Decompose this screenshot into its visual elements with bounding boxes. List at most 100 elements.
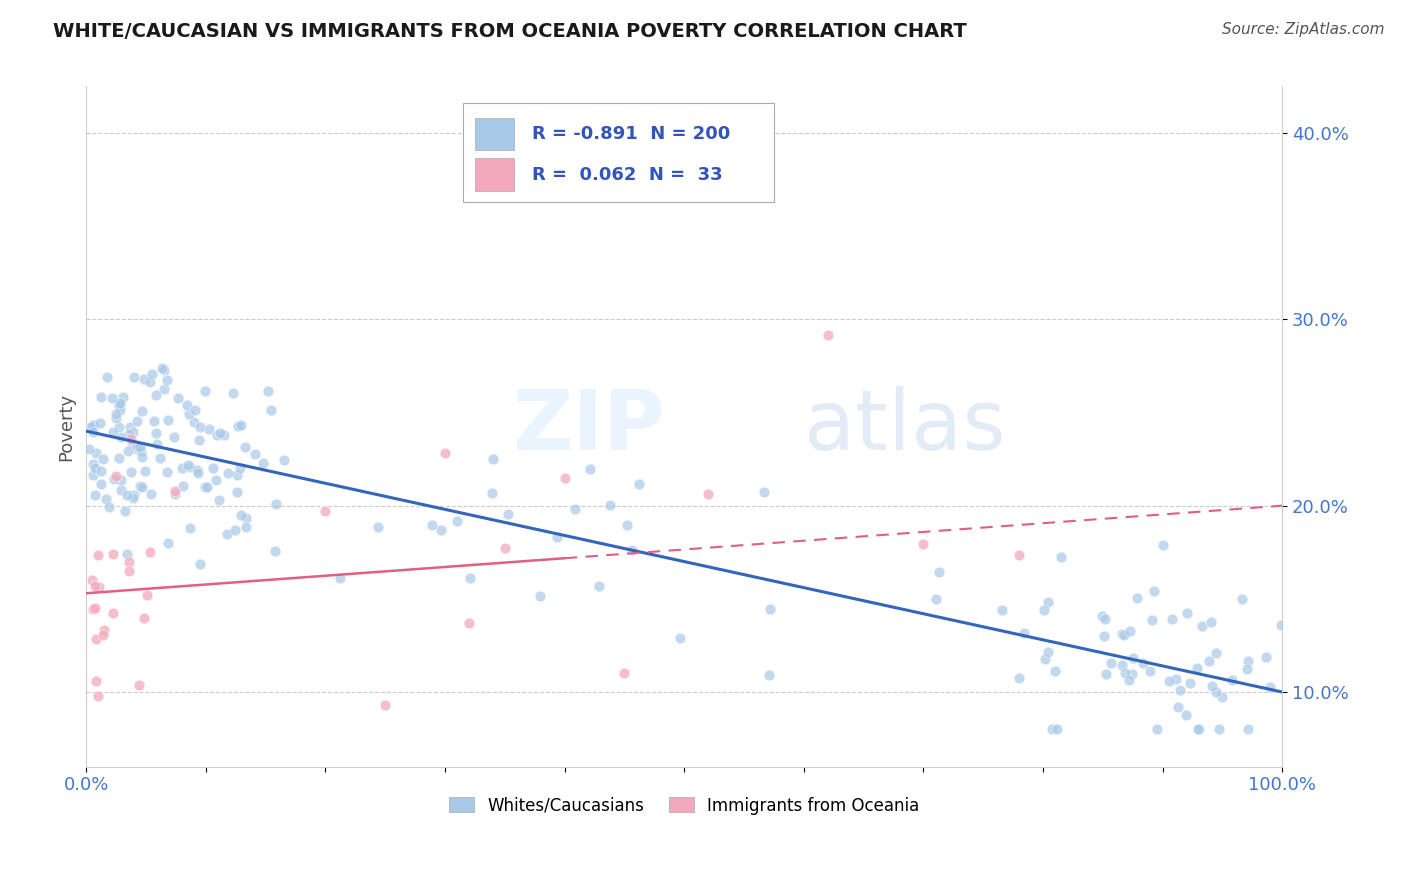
Point	[103, 606, 125, 620]
Point	[224, 523, 246, 537]
Point	[1198, 654, 1220, 668]
Point	[1099, 657, 1122, 671]
Point	[115, 488, 138, 502]
Point	[125, 439, 148, 453]
Point	[165, 486, 187, 500]
Point	[84, 461, 107, 475]
Point	[90, 464, 112, 478]
Point	[77, 442, 100, 456]
Point	[273, 453, 295, 467]
Point	[96, 370, 118, 384]
Y-axis label: Poverty: Poverty	[58, 392, 75, 460]
Point	[912, 537, 935, 551]
Point	[194, 384, 217, 398]
Point	[139, 544, 162, 558]
Point	[176, 398, 198, 412]
Point	[93, 624, 115, 638]
Point	[188, 434, 211, 448]
Point	[1036, 645, 1059, 659]
Point	[188, 558, 211, 572]
Point	[131, 450, 153, 464]
Point	[108, 420, 131, 434]
Point	[991, 602, 1014, 616]
Point	[759, 602, 782, 616]
Point	[195, 480, 218, 494]
Point	[1185, 661, 1208, 675]
Point	[1256, 650, 1278, 665]
Point	[110, 473, 132, 487]
Point	[83, 488, 105, 502]
Point	[1211, 690, 1233, 704]
Point	[121, 436, 143, 450]
Point	[264, 544, 287, 558]
Point	[128, 678, 150, 692]
Point	[186, 462, 208, 476]
Point	[150, 360, 173, 375]
Point	[141, 487, 163, 501]
Point	[578, 462, 600, 476]
Point	[1237, 723, 1260, 737]
Point	[1046, 723, 1069, 737]
Point	[1152, 538, 1174, 552]
Point	[1111, 626, 1133, 640]
Point	[1199, 615, 1222, 630]
Point	[156, 465, 179, 479]
Point	[157, 413, 180, 427]
Point	[183, 416, 205, 430]
Point	[93, 451, 115, 466]
Point	[928, 566, 950, 580]
Point	[208, 426, 231, 441]
Point	[110, 403, 132, 417]
Point	[145, 437, 167, 451]
Point	[132, 372, 155, 386]
Point	[82, 458, 104, 472]
Text: R = -0.891  N = 200: R = -0.891 N = 200	[533, 125, 731, 143]
Point	[226, 485, 249, 500]
Point	[135, 588, 157, 602]
Point	[1032, 602, 1054, 616]
Point	[446, 514, 468, 528]
Point	[1112, 628, 1135, 642]
Point	[149, 450, 172, 465]
Point	[121, 491, 143, 506]
Point	[127, 414, 149, 428]
Point	[481, 486, 503, 500]
Point	[1180, 676, 1202, 690]
Point	[118, 426, 141, 441]
Point	[1160, 612, 1182, 626]
Point	[1008, 671, 1031, 685]
Point	[1140, 613, 1163, 627]
Point	[616, 518, 638, 533]
Point	[1205, 646, 1227, 660]
Point	[110, 396, 132, 410]
Point	[152, 382, 174, 396]
Point	[188, 420, 211, 434]
Point	[197, 422, 219, 436]
FancyBboxPatch shape	[475, 159, 515, 191]
Point	[134, 464, 156, 478]
Point	[156, 373, 179, 387]
Point	[90, 477, 112, 491]
Point	[80, 420, 103, 434]
Point	[121, 425, 143, 439]
Point	[110, 430, 132, 444]
Point	[1050, 550, 1073, 565]
Point	[1236, 662, 1258, 676]
Point	[1220, 673, 1243, 687]
Point	[82, 467, 104, 482]
FancyBboxPatch shape	[475, 118, 515, 150]
Point	[101, 425, 124, 440]
Point	[1092, 629, 1115, 643]
Point	[1164, 672, 1187, 686]
Point	[103, 472, 125, 486]
Point	[758, 668, 780, 682]
Text: Source: ZipAtlas.com: Source: ZipAtlas.com	[1222, 22, 1385, 37]
Point	[184, 403, 207, 417]
Point	[420, 518, 443, 533]
Point	[172, 479, 194, 493]
Point	[1125, 591, 1147, 605]
Point	[82, 419, 104, 434]
Point	[108, 398, 131, 412]
Point	[1201, 679, 1223, 693]
Point	[1132, 657, 1154, 671]
